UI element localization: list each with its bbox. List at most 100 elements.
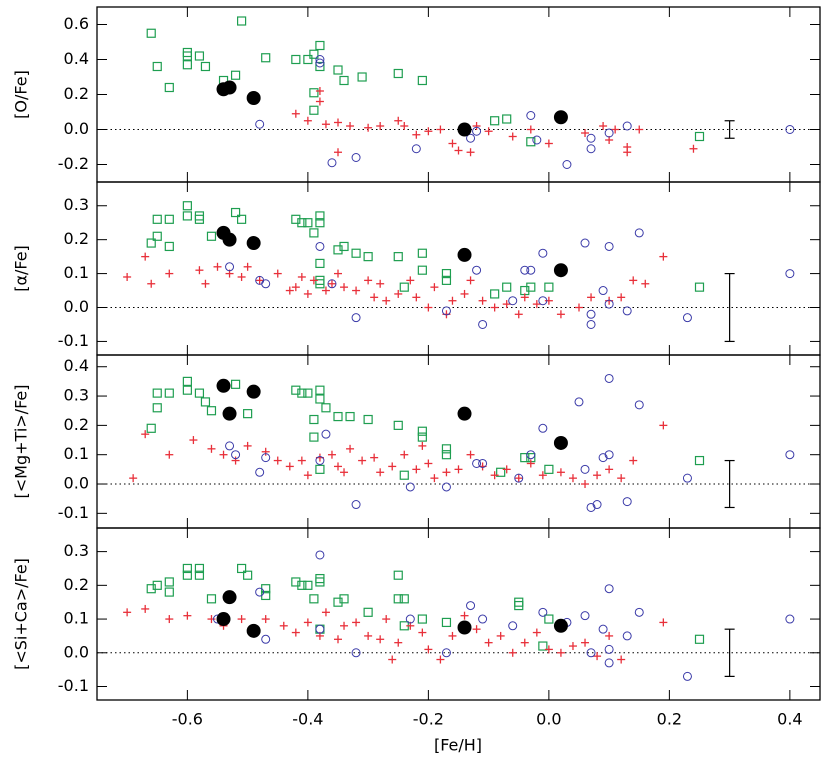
square-point [309, 432, 319, 442]
plus-point [526, 459, 535, 468]
plus-point [538, 471, 547, 480]
square-point [333, 597, 343, 607]
circle-point [586, 319, 596, 329]
square-point [393, 420, 403, 430]
plus-point [490, 303, 499, 312]
square-point [146, 584, 156, 594]
plus-point [147, 279, 156, 288]
plus-point [340, 283, 349, 292]
circle-point [411, 144, 421, 154]
circle-point [315, 624, 325, 634]
circle-point [532, 135, 542, 145]
square-point [182, 570, 192, 580]
square-point [526, 137, 536, 147]
square-point [164, 82, 174, 93]
dot-point [246, 236, 261, 251]
square-point [417, 248, 427, 258]
square-point [146, 238, 156, 248]
circle-point [604, 584, 614, 594]
circle-point [562, 160, 572, 169]
y-tick-label: -0.1 [58, 331, 89, 350]
plot-frame [96, 6, 821, 183]
circle-point [598, 624, 608, 634]
plus-point [213, 262, 222, 271]
circle-point [538, 607, 548, 617]
plus-point [195, 266, 204, 275]
square-point [309, 88, 319, 98]
error-bar [724, 459, 735, 509]
plus-point [532, 628, 541, 637]
circle-point [586, 133, 596, 143]
plus-point [526, 125, 535, 134]
plus-point [635, 125, 644, 134]
square-point [243, 409, 253, 419]
circle-point [351, 648, 361, 658]
circle-point [634, 607, 644, 617]
plus-point [454, 465, 463, 474]
square-point [417, 265, 427, 275]
plus-point [123, 272, 132, 281]
circle-point [478, 458, 488, 468]
circle-point [682, 473, 692, 483]
y-tick-label: 0.3 [64, 195, 89, 214]
error-bar [724, 628, 735, 677]
circle-point [586, 309, 596, 319]
circle-point [580, 464, 590, 474]
circle-point [604, 128, 614, 138]
square-point [694, 634, 705, 644]
square-point [441, 268, 452, 279]
plus-point [436, 655, 445, 664]
circle-point [622, 121, 632, 131]
plus-point [352, 618, 361, 627]
plus-point [623, 148, 632, 157]
square-point [182, 563, 192, 574]
plus-point [370, 453, 379, 462]
plus-point [207, 444, 216, 453]
circle-point [785, 269, 795, 279]
y-axis-label: [<Mg+Ti>/Fe] [12, 385, 31, 499]
dot-point [246, 91, 261, 105]
square-point [393, 252, 403, 262]
plus-point [255, 276, 264, 285]
plus-point [273, 456, 282, 465]
square-point [315, 40, 325, 51]
square-point [164, 577, 174, 587]
circle-point [351, 153, 361, 162]
y-tick-label: 0.2 [64, 575, 89, 594]
circle-point [622, 306, 632, 316]
plus-point [303, 471, 312, 480]
circle-point [351, 313, 361, 323]
plus-point [605, 631, 614, 640]
plus-point [641, 279, 650, 288]
plus-point [568, 642, 577, 651]
plus-point [394, 116, 403, 125]
circle-point [598, 286, 608, 296]
dot-point [216, 378, 231, 393]
circle-point [604, 373, 614, 383]
square-point [339, 75, 349, 86]
plus-point [472, 122, 481, 130]
square-point [237, 214, 247, 224]
square-point [399, 470, 409, 480]
plus-point [581, 129, 590, 137]
circle-point [472, 265, 482, 275]
plus-point [460, 289, 469, 298]
plus-point [321, 286, 330, 295]
plus-point [424, 645, 433, 654]
circle-point [526, 265, 536, 275]
circle-point [634, 400, 644, 410]
square-point [243, 570, 253, 580]
square-point [333, 411, 343, 422]
square-point [399, 594, 409, 604]
plus-point [556, 468, 565, 477]
circle-point [785, 125, 795, 134]
plus-point [544, 645, 553, 654]
plus-point [478, 296, 487, 305]
circle-point [622, 497, 632, 507]
plus-point [183, 611, 192, 620]
square-point [182, 51, 192, 61]
square-point [393, 570, 403, 580]
square-point [297, 218, 307, 228]
plus-point [454, 146, 463, 155]
square-point [297, 388, 307, 398]
